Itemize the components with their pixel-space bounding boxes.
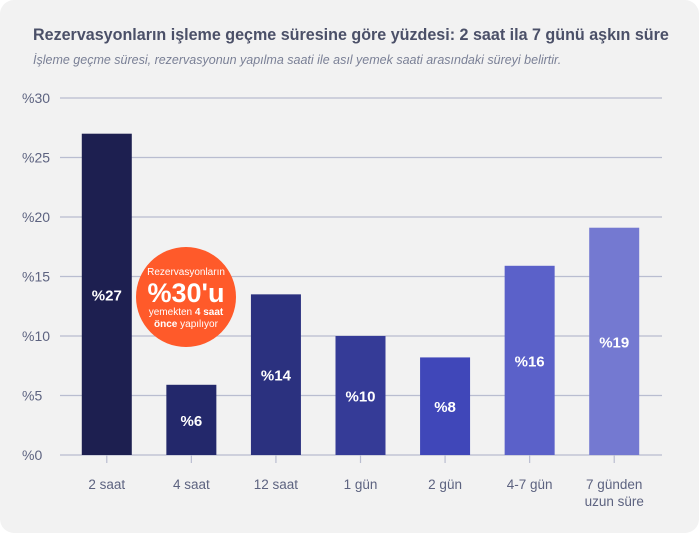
y-tick-label: %0 [22, 447, 42, 463]
y-tick-label: %5 [22, 388, 42, 404]
callout-line4: önce yapılıyor [136, 319, 236, 331]
chart-subtitle: İşleme geçme süresi, rezervasyonun yapıl… [33, 53, 562, 67]
bar-value-label: %16 [515, 353, 545, 370]
y-tick-label: %10 [22, 328, 50, 344]
bar [589, 227, 640, 455]
y-tick-label: %15 [22, 269, 50, 285]
bar [250, 294, 301, 455]
bar [504, 265, 555, 455]
x-tick-label: 2 saat [88, 477, 125, 492]
callout-bold: önce [154, 319, 178, 330]
x-tick-label: 12 saat [254, 477, 299, 492]
bar [420, 357, 471, 455]
y-tick-label: %30 [22, 90, 50, 106]
x-tick-label: 1 gün [344, 477, 378, 492]
bar-value-label: %14 [261, 368, 292, 385]
y-tick-label: %20 [22, 209, 50, 225]
x-tick-label: 7 günden [586, 477, 642, 492]
callout-line1: Rezervasyonların [147, 267, 225, 278]
callout-text: yapılıyor [177, 319, 218, 330]
callout-badge: Rezervasyonların %30'u yemekten 4 saat ö… [136, 247, 236, 347]
callout-text: yemekten [148, 307, 195, 318]
callout-big-value: %30'u [147, 278, 225, 308]
bar-value-label: %6 [181, 413, 203, 430]
x-tick-label: 4 saat [173, 477, 210, 492]
bar-value-label: %8 [434, 399, 456, 416]
x-tick-label: 4-7 gün [507, 477, 553, 492]
bar [81, 133, 132, 455]
x-tick-label: uzun süre [585, 494, 644, 509]
bar [335, 336, 386, 455]
bar-value-label: %19 [599, 334, 629, 351]
callout-bold: 4 saat [194, 307, 224, 318]
callout-line3: yemekten 4 saat [136, 307, 236, 319]
bar-value-label: %27 [92, 287, 122, 304]
y-tick-label: %25 [22, 150, 50, 166]
x-tick-label: 2 gün [428, 477, 462, 492]
chart-title: Rezervasyonların işleme geçme süresine g… [33, 25, 669, 44]
bar [166, 384, 217, 455]
bar-value-label: %10 [345, 389, 375, 406]
